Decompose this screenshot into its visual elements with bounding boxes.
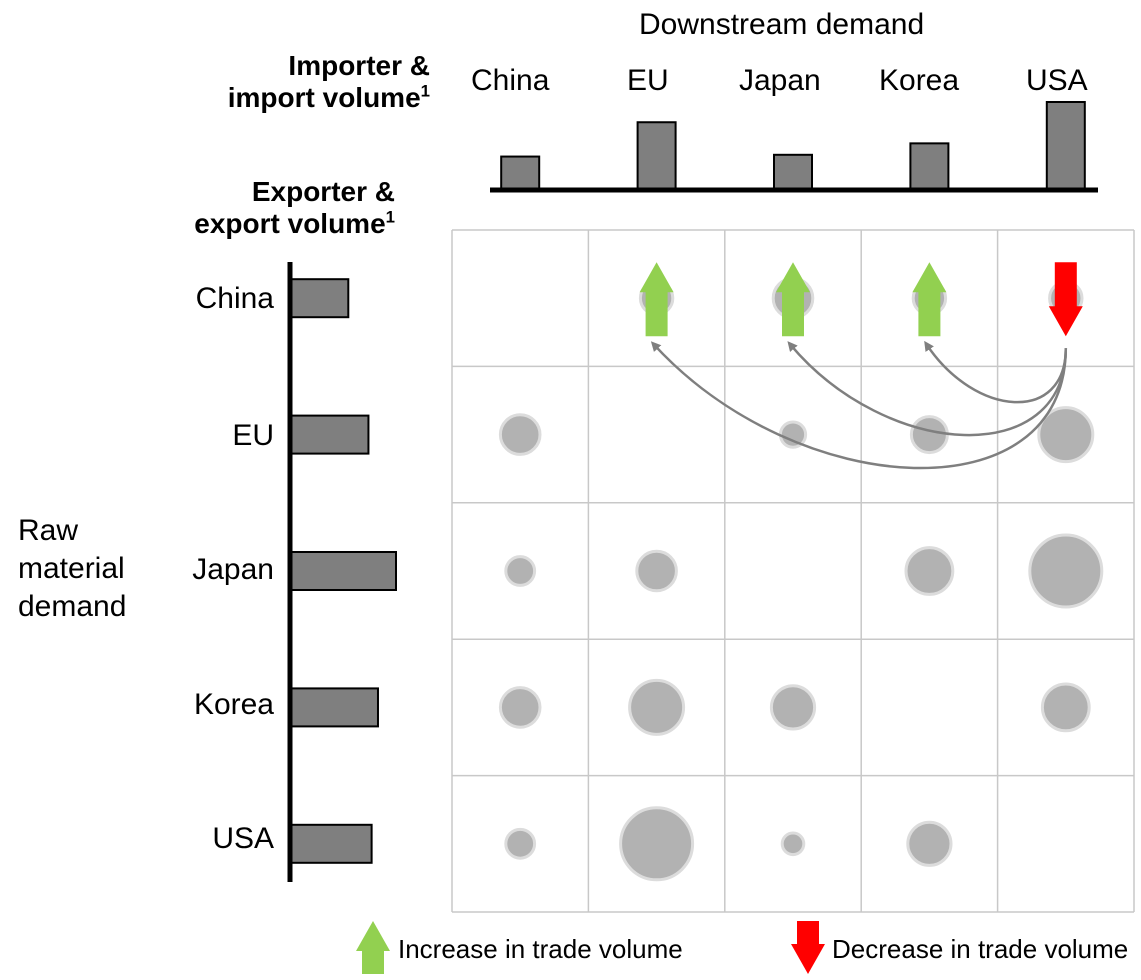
importer-header: Importer & import volume1 — [180, 50, 430, 114]
legend-decrease-label: Decrease in trade volume — [832, 934, 1129, 964]
import-bar-eu — [636, 121, 677, 191]
decrease-arrow-china-to-usa — [1048, 262, 1083, 337]
shift-connector-eu — [650, 341, 1068, 470]
increase-arrow-china-to-korea — [912, 262, 947, 337]
export-bar-korea — [289, 687, 379, 728]
matrix-grid — [451, 229, 1135, 913]
importer-label-eu: EU — [627, 64, 669, 97]
trade-bubble-usa-to-eu — [619, 806, 695, 882]
importer-header-line1: Importer & — [288, 50, 430, 81]
trade-bubble-eu-to-usa — [1037, 406, 1095, 464]
import-volume-axis — [490, 101, 1098, 193]
import-bar-china — [500, 155, 541, 191]
trade-shift-connectors — [650, 340, 1068, 470]
exporter-label-usa: USA — [212, 822, 274, 855]
trade-bubble-eu-to-china — [498, 413, 542, 456]
trade-bubble-korea-to-eu — [628, 678, 686, 736]
legend-decrease-arrow-icon — [791, 921, 825, 974]
legend-increase-label: Increase in trade volume — [398, 934, 683, 964]
trade-bubble-usa-to-china — [504, 827, 537, 860]
import-bar-japan — [773, 153, 813, 192]
import-bar-korea — [909, 142, 950, 191]
shift-connector-japan — [787, 341, 1068, 437]
exporter-header-line1: Exporter & — [251, 176, 395, 207]
trade-bubbles — [498, 276, 1104, 882]
importer-header-line2: import volume1 — [227, 81, 430, 113]
increase-arrow-china-to-eu — [639, 262, 674, 337]
exporter-header: Exporter & export volume1 — [140, 176, 395, 240]
exporter-label-japan: Japan — [192, 553, 274, 586]
export-bar-japan — [289, 551, 397, 591]
trade-bubble-korea-to-japan — [769, 684, 817, 731]
legend-increase-arrow-icon — [356, 921, 390, 974]
importer-label-usa: USA — [1026, 64, 1088, 97]
exporter-label-korea: Korea — [193, 688, 274, 721]
trade-bubble-eu-to-korea — [909, 415, 949, 455]
exporter-label-eu: EU — [232, 419, 274, 452]
trade-change-arrows — [639, 262, 1083, 337]
exporter-header-line2: export volume1 — [194, 207, 395, 239]
legend-icons — [356, 921, 825, 974]
trade-bubble-usa-to-japan — [780, 831, 806, 857]
raw-material-demand-title: Raw material demand — [18, 514, 127, 623]
exporter-label-china: China — [195, 282, 274, 315]
export-bar-eu — [289, 414, 370, 455]
importer-label-japan: Japan — [739, 64, 821, 97]
importer-label-korea: Korea — [879, 64, 960, 97]
trade-bubble-japan-to-korea — [904, 546, 955, 596]
trade-bubble-usa-to-korea — [906, 820, 953, 867]
export-volume-axis — [287, 262, 397, 882]
trade-bubble-korea-to-china — [498, 686, 542, 729]
trade-bubble-japan-to-eu — [635, 549, 678, 593]
shift-connector-korea — [924, 340, 1068, 404]
import-bar-usa — [1045, 101, 1086, 191]
downstream-demand-title: Downstream demand — [639, 8, 925, 41]
export-bar-usa — [289, 823, 373, 864]
increase-arrow-china-to-japan — [776, 262, 810, 337]
trade-bubble-japan-to-usa — [1028, 533, 1104, 609]
importer-label-china: China — [471, 64, 550, 97]
trade-bubble-japan-to-china — [504, 555, 537, 587]
export-bar-china — [289, 278, 350, 319]
trade-bubble-korea-to-usa — [1040, 682, 1091, 733]
